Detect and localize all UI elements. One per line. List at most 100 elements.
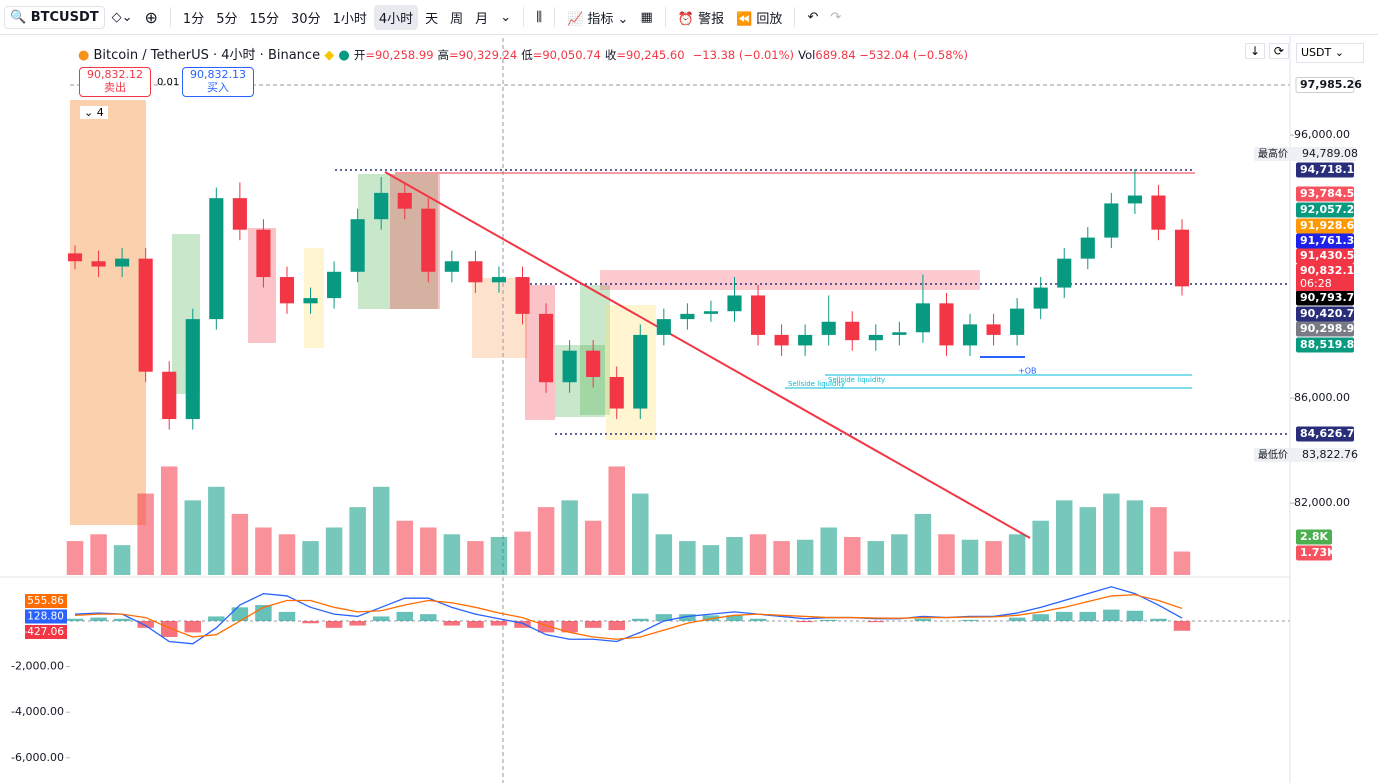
macd-hist: [467, 621, 484, 628]
annotation: Sellside liquidity: [788, 380, 845, 388]
macd-hist: [514, 621, 531, 628]
interval[interactable]: 月: [475, 11, 489, 27]
buy-button[interactable]: 90,832.13 买入: [182, 67, 254, 97]
price-label-bg: [1296, 263, 1354, 279]
toolbar: 🔍 BTCUSDT ◇⌄ ⊕ 1分 5分 15分 30分 1小时 4小时天周月 ⌄ ⫼ 📈…: [0, 0, 1378, 35]
interval[interactable]: 周: [450, 11, 464, 27]
candle-body: [515, 277, 530, 314]
candle-body: [939, 303, 954, 346]
interval[interactable]: 1分: [182, 11, 205, 27]
candle-body: [798, 334, 813, 346]
price-label-bg: [1296, 233, 1354, 249]
more[interactable]: ⌄: [500, 9, 512, 25]
macd-hist: [561, 621, 578, 633]
candle-body: [444, 261, 459, 272]
macd-macd_line: [74, 586, 1183, 645]
interval[interactable]: 天: [425, 11, 439, 27]
interval[interactable]: 1小时: [332, 11, 367, 27]
volume-bar: [514, 531, 531, 575]
macd-hist: [420, 614, 437, 622]
candle-body: [986, 324, 1001, 335]
vol-label: Vol: [798, 48, 816, 62]
annotation: Sellside liquidity: [828, 376, 885, 384]
price-label: 90,793.76: [1300, 291, 1362, 304]
macd-hist: [1055, 611, 1073, 622]
replay-text: 回放: [756, 11, 783, 27]
interval[interactable]: 5分: [216, 11, 238, 27]
macd-signal_line: [74, 594, 1183, 640]
high-value: 94,789.08: [1302, 147, 1358, 160]
volume-bar: [891, 534, 908, 575]
volume-bar: [420, 527, 437, 575]
interval[interactable]: 15分: [249, 11, 280, 27]
candle-body: [209, 198, 224, 320]
intervals: 1分 5分 15分 30分 1小时 4小时天周月: [177, 4, 494, 30]
macd-hist: [961, 619, 979, 622]
price-label-bg: [1296, 162, 1354, 178]
chart-type[interactable]: ⫼: [536, 9, 543, 25]
volume-bar: [325, 527, 343, 575]
volume-bar: [1008, 534, 1026, 575]
macd-hist: [349, 621, 366, 626]
vol: 689.84 −532.04 (−0.58%): [815, 48, 968, 62]
ohlc-value: =90,258.99: [365, 48, 434, 62]
symbol-search[interactable]: 🔍 BTCUSDT: [4, 5, 105, 29]
alert[interactable]: ⏰ 警报: [677, 11, 725, 27]
indicators[interactable]: 📈 指标 ⌄: [567, 11, 629, 27]
volume-bar: [773, 541, 790, 575]
sync[interactable]: ⟳: [1268, 43, 1289, 59]
interval[interactable]: 30分: [291, 11, 321, 27]
candle-body: [1174, 229, 1190, 287]
volume-bar: [467, 541, 484, 575]
add[interactable]: ⊕: [144, 7, 158, 27]
zone: [606, 305, 656, 440]
ohlc-label: 高: [437, 48, 450, 62]
candle-body: [491, 277, 507, 283]
volume-bar: [255, 527, 272, 575]
ohlc-label: 低: [521, 48, 533, 62]
macd-hist: [1079, 611, 1097, 622]
interval[interactable]: 4小时: [373, 4, 419, 30]
layout[interactable]: ▦: [640, 9, 653, 25]
candle-body: [774, 334, 789, 346]
macd-hist: [679, 614, 696, 622]
countdown: 06:28: [1300, 277, 1332, 290]
candle-body: [421, 208, 436, 272]
macd-label-bg: [25, 609, 67, 624]
separator: [794, 7, 796, 27]
down[interactable]: ↓: [1245, 43, 1266, 59]
volume-bar: [184, 500, 202, 575]
candle-body: [1104, 203, 1119, 238]
redo[interactable]: ↷: [830, 9, 842, 25]
alert-text: 警报: [698, 11, 725, 27]
buy: 买入: [207, 81, 229, 94]
ohlc-value: =90,329.24: [449, 48, 518, 62]
price-label-bg: [1296, 290, 1354, 306]
volume-bar: [749, 534, 767, 575]
candle-body: [185, 319, 200, 420]
price-label: 97,985.26: [1300, 78, 1362, 91]
macd-hist: [796, 621, 814, 623]
candle-body: [138, 258, 153, 372]
candle-body: [845, 321, 860, 341]
icon[interactable]: ◇⌄: [111, 9, 133, 25]
y-tick-label: 96,000.00: [1294, 128, 1350, 141]
macd-hist: [584, 621, 602, 628]
replay[interactable]: ⏪ 回放: [736, 11, 783, 27]
candle-body: [680, 313, 695, 320]
macd-hist: [749, 618, 767, 622]
change: −13.38 (−0.01%): [692, 48, 795, 62]
sell-button[interactable]: 90,832.12 卖出: [79, 67, 151, 97]
price-label: 91,430.53: [1300, 249, 1362, 262]
chart-buttons: ↓ ⟳: [1245, 43, 1289, 59]
symbol: BTCUSDT: [30, 9, 99, 25]
currency[interactable]: USDT ⌄: [1296, 43, 1364, 63]
volume-bar: [655, 534, 673, 575]
macd-hist: [443, 621, 461, 626]
ohlc-value: =90,245.60: [616, 48, 685, 62]
collapse[interactable]: ⌄ 4: [80, 106, 108, 119]
extreme-bg: [1254, 147, 1356, 161]
macd-hist: [208, 616, 225, 622]
macd-hist: [160, 621, 178, 637]
undo[interactable]: ↶: [807, 9, 819, 25]
